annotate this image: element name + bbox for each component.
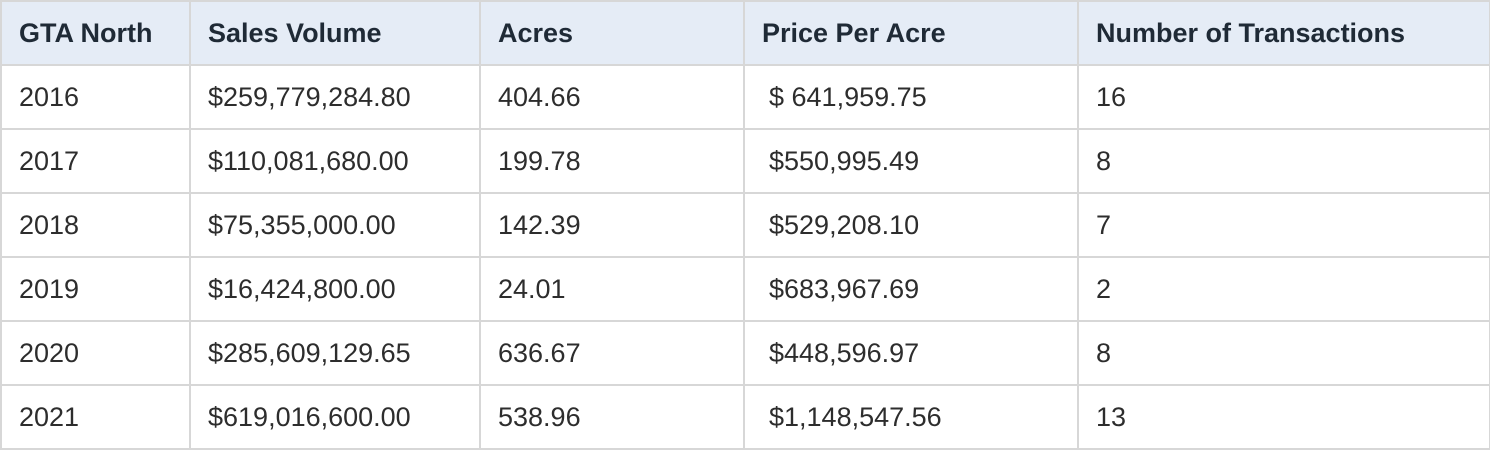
sales-volume-cell: $285,609,129.65 xyxy=(189,320,481,386)
header-sales-volume: Sales Volume xyxy=(189,0,481,66)
price-per-acre-cell: $683,967.69 xyxy=(743,256,1079,322)
table-row: 2020 $285,609,129.65 636.67 $448,596.97 … xyxy=(0,320,1490,386)
price-per-acre-cell: $550,995.49 xyxy=(743,128,1079,194)
acres-cell: 142.39 xyxy=(479,192,745,258)
sales-volume-cell: $16,424,800.00 xyxy=(189,256,481,322)
acres-cell: 636.67 xyxy=(479,320,745,386)
transactions-cell: 13 xyxy=(1077,384,1490,450)
transactions-cell: 2 xyxy=(1077,256,1490,322)
table-row: 2018 $75,355,000.00 142.39 $529,208.10 7 xyxy=(0,192,1490,258)
transactions-cell: 8 xyxy=(1077,128,1490,194)
sales-volume-cell: $110,081,680.00 xyxy=(189,128,481,194)
price-per-acre-cell: $448,596.97 xyxy=(743,320,1079,386)
header-price-per-acre: Price Per Acre xyxy=(743,0,1079,66)
header-number-of-transactions: Number of Transactions xyxy=(1077,0,1490,66)
transactions-cell: 7 xyxy=(1077,192,1490,258)
year-cell: 2016 xyxy=(0,64,191,130)
year-cell: 2018 xyxy=(0,192,191,258)
sales-volume-cell: $259,779,284.80 xyxy=(189,64,481,130)
year-cell: 2017 xyxy=(0,128,191,194)
table-row: 2017 $110,081,680.00 199.78 $550,995.49 … xyxy=(0,128,1490,194)
sales-volume-cell: $75,355,000.00 xyxy=(189,192,481,258)
acres-cell: 404.66 xyxy=(479,64,745,130)
transactions-cell: 16 xyxy=(1077,64,1490,130)
transactions-cell: 8 xyxy=(1077,320,1490,386)
price-per-acre-cell: $ 641,959.75 xyxy=(743,64,1079,130)
table-body: 2016 $259,779,284.80 404.66 $ 641,959.75… xyxy=(0,64,1490,450)
acres-cell: 538.96 xyxy=(479,384,745,450)
header-gta-north: GTA North xyxy=(0,0,191,66)
table-row: 2021 $619,016,600.00 538.96 $1,148,547.5… xyxy=(0,384,1490,450)
table-row: 2016 $259,779,284.80 404.66 $ 641,959.75… xyxy=(0,64,1490,130)
gta-north-sales-table: GTA North Sales Volume Acres Price Per A… xyxy=(0,0,1490,450)
year-cell: 2020 xyxy=(0,320,191,386)
header-acres: Acres xyxy=(479,0,745,66)
year-cell: 2021 xyxy=(0,384,191,450)
table-row: 2019 $16,424,800.00 24.01 $683,967.69 2 xyxy=(0,256,1490,322)
price-per-acre-cell: $529,208.10 xyxy=(743,192,1079,258)
year-cell: 2019 xyxy=(0,256,191,322)
price-per-acre-cell: $1,148,547.56 xyxy=(743,384,1079,450)
acres-cell: 199.78 xyxy=(479,128,745,194)
sales-volume-cell: $619,016,600.00 xyxy=(189,384,481,450)
table-header: GTA North Sales Volume Acres Price Per A… xyxy=(0,0,1490,66)
header-row: GTA North Sales Volume Acres Price Per A… xyxy=(0,0,1490,66)
acres-cell: 24.01 xyxy=(479,256,745,322)
